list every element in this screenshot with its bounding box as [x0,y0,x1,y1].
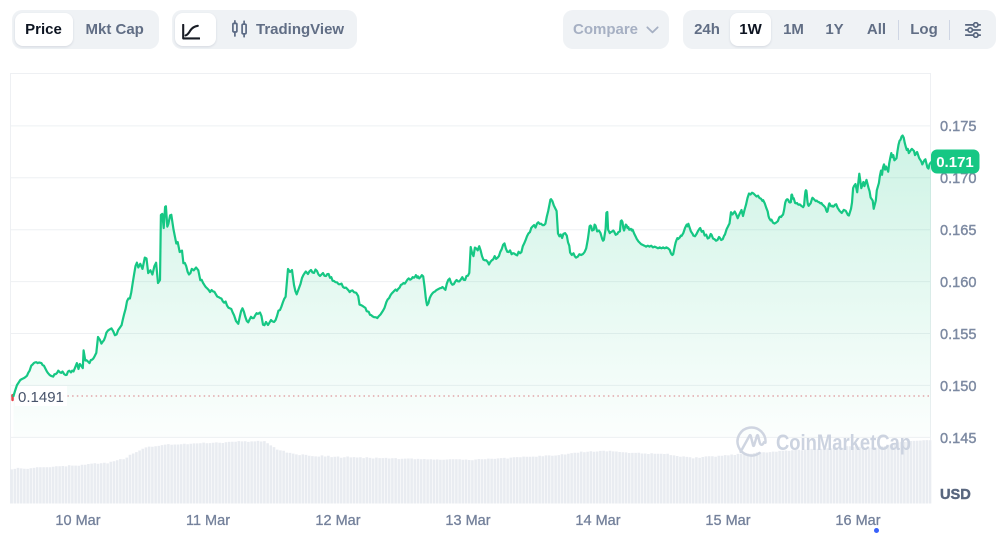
svg-text:0.171: 0.171 [936,154,974,171]
svg-text:16 Mar: 16 Mar [835,513,880,529]
svg-text:14 Mar: 14 Mar [575,513,620,529]
svg-text:15 Mar: 15 Mar [705,513,750,529]
svg-text:CoinMarketCap: CoinMarketCap [776,430,911,455]
svg-text:0.170: 0.170 [940,171,977,187]
svg-text:0.175: 0.175 [940,119,977,135]
svg-text:11 Mar: 11 Mar [186,513,230,529]
svg-text:0.145: 0.145 [940,431,977,447]
svg-text:12 Mar: 12 Mar [315,513,360,529]
svg-text:0.165: 0.165 [940,223,977,239]
svg-text:13 Mar: 13 Mar [445,513,490,529]
svg-text:0.150: 0.150 [940,379,977,395]
svg-text:0.1491: 0.1491 [18,389,64,406]
svg-text:USD: USD [940,487,971,503]
svg-text:0.155: 0.155 [940,327,977,343]
svg-text:10 Mar: 10 Mar [55,513,100,529]
svg-text:0.160: 0.160 [940,275,977,291]
